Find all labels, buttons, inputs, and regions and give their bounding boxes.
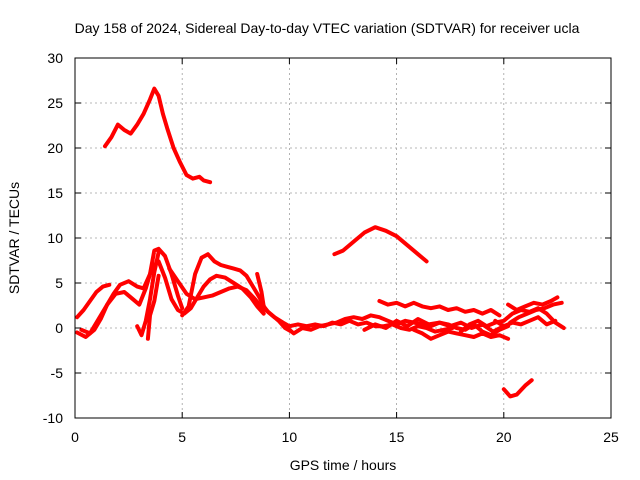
x-axis-label: GPS time / hours [290, 457, 397, 473]
series-line-s13 [362, 317, 506, 334]
y-tick-label: -10 [43, 410, 63, 426]
x-tick-label: 5 [178, 429, 186, 445]
series-line-s18 [508, 300, 564, 325]
series-line-s16 [458, 306, 566, 334]
series-line-s7 [135, 250, 161, 338]
grid [75, 58, 611, 418]
series-line-s15 [411, 327, 511, 341]
series-line-s14 [377, 299, 502, 318]
y-tick-label: 30 [47, 50, 63, 66]
y-tick-label: 0 [55, 320, 63, 336]
chart-title: Day 158 of 2024, Sidereal Day-to-day VTE… [75, 20, 580, 36]
series-line-s19 [493, 315, 558, 329]
y-tick-label: 5 [55, 275, 63, 291]
x-tick-label: 25 [603, 429, 619, 445]
series-line-s17 [506, 295, 560, 312]
series-line-s3 [501, 378, 534, 399]
series-line-s1 [103, 86, 213, 185]
y-tick-label: 15 [47, 185, 63, 201]
y-tick-label: 25 [47, 95, 63, 111]
series-line-s6 [79, 259, 266, 336]
series-line-s2 [332, 225, 429, 264]
x-tick-label: 10 [282, 429, 298, 445]
series-line-s8 [145, 273, 161, 341]
y-tick-label: 10 [47, 230, 63, 246]
x-tick-label: 15 [389, 429, 405, 445]
y-tick-label: 20 [47, 140, 63, 156]
x-axis: 0 5 10 15 20 25 [71, 58, 619, 445]
x-tick-label: 20 [496, 429, 512, 445]
series-line-s11 [255, 272, 455, 334]
series-layer [75, 86, 566, 399]
series-line-s5 [75, 246, 185, 339]
y-tick-label: -5 [51, 365, 64, 381]
x-tick-label: 0 [71, 429, 79, 445]
series-line-s4 [75, 282, 112, 320]
series-line-s10 [167, 266, 266, 312]
y-axis: -10 -5 0 5 10 15 20 25 30 [43, 50, 611, 426]
y-axis-label: SDTVAR / TECUs [6, 182, 22, 294]
